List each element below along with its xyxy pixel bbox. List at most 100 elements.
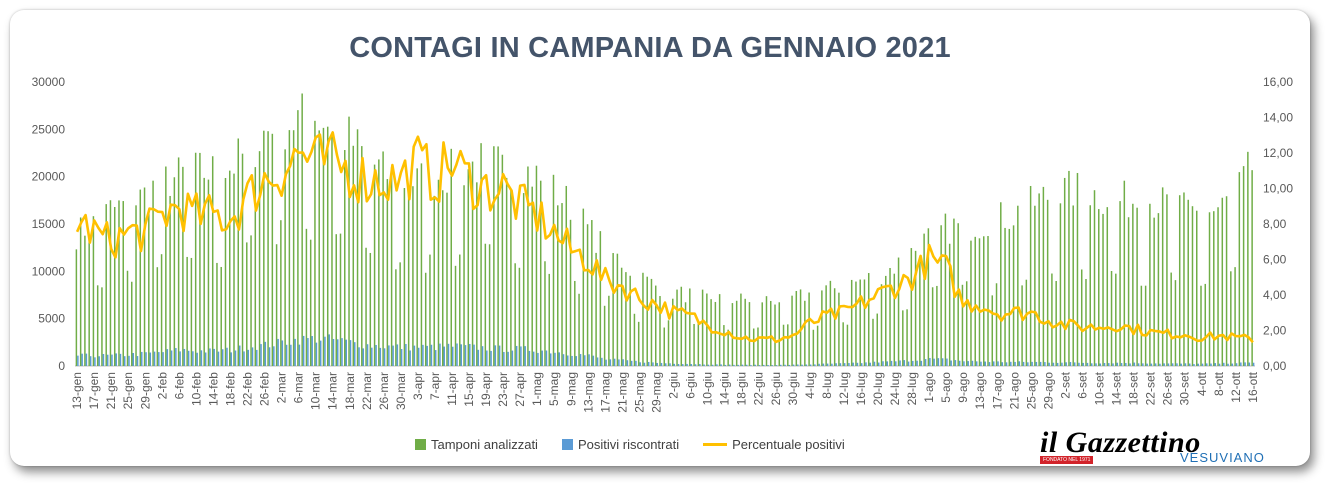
- bar-tamponi: [1161, 187, 1164, 366]
- bar-positivi: [213, 348, 215, 366]
- x-tick-label: 10-giu: [701, 372, 715, 405]
- bar-positivi: [170, 350, 173, 366]
- bar-positivi: [123, 356, 126, 366]
- bar-tamponi: [816, 325, 819, 366]
- bar-positivi: [835, 363, 837, 366]
- bar-positivi: [788, 364, 791, 366]
- bar-positivi: [524, 346, 526, 366]
- bar-tamponi: [122, 201, 124, 366]
- bar-positivi: [251, 347, 254, 366]
- x-tick-label: 30-set: [1178, 371, 1192, 405]
- bar-positivi: [1197, 363, 1199, 366]
- bar-positivi: [1201, 363, 1204, 366]
- bar-positivi: [332, 338, 335, 366]
- bar-tamponi: [1221, 197, 1224, 366]
- bar-positivi: [511, 350, 514, 366]
- legend-swatch-tamponi: [415, 439, 426, 450]
- bar-positivi: [1206, 363, 1208, 366]
- bar-tamponi: [544, 261, 546, 366]
- bar-tamponi: [424, 272, 427, 366]
- bar-positivi: [1240, 362, 1242, 366]
- bar-tamponi: [557, 205, 559, 366]
- bar-positivi: [975, 361, 978, 366]
- chart-card: CONTAGI IN CAMPANIA DA GENNAIO 2021 0 500…: [10, 10, 1310, 466]
- bar-tamponi: [1089, 205, 1091, 366]
- bar-tamponi: [459, 254, 461, 366]
- bar-tamponi: [318, 130, 320, 366]
- bar-tamponi: [1187, 199, 1189, 366]
- bar-tamponi: [663, 327, 665, 366]
- bar-tamponi: [271, 133, 274, 366]
- bar-positivi: [371, 347, 373, 366]
- bar-positivi: [639, 362, 641, 366]
- bar-tamponi: [782, 324, 785, 366]
- bar-positivi: [302, 335, 305, 366]
- x-tick-label: 21-ago: [1007, 372, 1021, 410]
- x-tick-label: 6-feb: [172, 372, 186, 400]
- bar-tamponi: [148, 210, 150, 366]
- bar-tamponi: [186, 256, 188, 366]
- bar-positivi: [843, 363, 846, 366]
- bar-tamponi: [194, 152, 197, 366]
- bar-positivi: [643, 362, 646, 366]
- y-left-tick-label: 20000: [32, 170, 66, 184]
- bar-tamponi: [1068, 170, 1070, 366]
- bar-positivi: [933, 358, 935, 366]
- bar-tamponi: [863, 279, 866, 366]
- bar-tamponi: [838, 292, 840, 366]
- bar-positivi: [622, 359, 624, 366]
- x-tick-label: 9-ago: [956, 372, 970, 403]
- bar-positivi: [665, 363, 667, 366]
- bar-positivi: [153, 351, 156, 366]
- bar-positivi: [903, 360, 906, 366]
- bar-positivi: [1010, 361, 1012, 366]
- y-right-tick-label: 0,00: [1263, 359, 1287, 373]
- bar-positivi: [400, 349, 403, 366]
- bar-tamponi: [326, 126, 329, 366]
- bar-positivi: [452, 346, 454, 366]
- bar-tamponi: [697, 323, 700, 366]
- bar-positivi: [924, 359, 927, 366]
- bar-positivi: [958, 360, 961, 366]
- bar-positivi: [230, 352, 232, 366]
- bar-positivi: [285, 344, 288, 366]
- bar-positivi: [1095, 363, 1097, 366]
- bar-positivi: [422, 344, 424, 366]
- bar-tamponi: [620, 267, 623, 366]
- bar-positivi: [720, 364, 722, 366]
- bar-tamponi: [1217, 207, 1219, 366]
- bar-tamponi: [373, 164, 376, 366]
- bar-positivi: [405, 343, 407, 366]
- bar-positivi: [1167, 363, 1170, 366]
- bar-tamponi: [876, 313, 878, 366]
- bar-positivi: [175, 348, 177, 366]
- bar-positivi: [950, 360, 952, 366]
- x-tick-label: 7-apr: [428, 372, 442, 400]
- bar-positivi: [234, 350, 237, 366]
- gazzettino-logo: il Gazzettino FONDATO NEL 1971 VESUVIANO: [1040, 426, 1270, 465]
- bar-tamponi: [637, 321, 640, 366]
- bar-tamponi: [527, 166, 529, 366]
- x-tick-label: 14-feb: [206, 372, 220, 406]
- bar-positivi: [618, 359, 620, 366]
- bar-tamponi: [407, 188, 410, 366]
- bar-positivi: [345, 339, 347, 366]
- bar-positivi: [963, 361, 965, 366]
- bar-tamponi: [599, 231, 602, 366]
- bar-tamponi: [842, 322, 844, 366]
- bar-positivi: [882, 361, 884, 366]
- bar-tamponi: [765, 296, 768, 366]
- bar-tamponi: [1157, 213, 1160, 366]
- x-tick-label: 23-apr: [496, 372, 510, 407]
- bar-positivi: [98, 356, 100, 366]
- bar-positivi: [115, 353, 117, 366]
- bar-positivi: [677, 363, 680, 366]
- bar-tamponi: [254, 167, 257, 366]
- bar-tamponi: [872, 318, 874, 366]
- bar-tamponi: [101, 287, 103, 366]
- legend-label-tamponi: Tamponi analizzati: [431, 437, 538, 452]
- bar-positivi: [1099, 363, 1102, 366]
- bar-tamponi: [156, 267, 159, 366]
- bar-tamponi: [1012, 225, 1015, 366]
- bar-tamponi: [948, 243, 951, 366]
